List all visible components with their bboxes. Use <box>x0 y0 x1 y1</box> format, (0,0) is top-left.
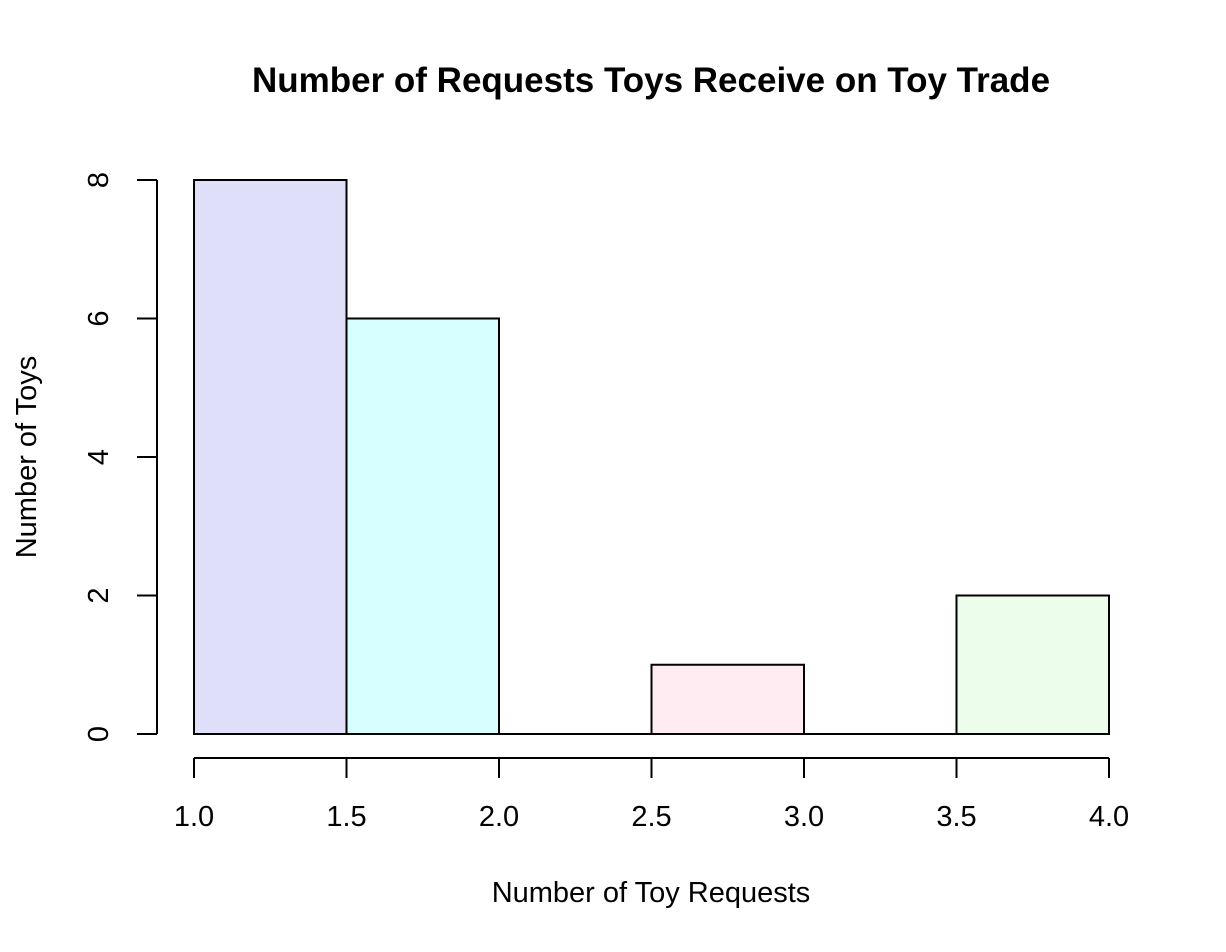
y-axis: 0 2 4 6 8 <box>83 172 158 742</box>
y-tick-label-3: 6 <box>83 310 115 326</box>
x-tick-label-4: 3.0 <box>784 801 824 833</box>
y-tick-label-1: 2 <box>83 587 115 603</box>
y-axis-label: Number of Toys <box>11 356 43 559</box>
chart-title: Number of Requests Toys Receive on Toy T… <box>252 61 1050 100</box>
x-tick-label-5: 3.5 <box>936 801 976 833</box>
x-tick-label-1: 1.5 <box>326 801 366 833</box>
y-tick-label-0: 0 <box>83 726 115 742</box>
x-tick-label-3: 2.5 <box>631 801 671 833</box>
x-axis: 1.0 1.5 2.0 2.5 3.0 3.5 4.0 <box>174 757 1129 833</box>
histogram-bar-0 <box>193 179 348 735</box>
histogram-bar-3 <box>650 663 805 735</box>
x-tick-label-6: 4.0 <box>1089 801 1129 833</box>
histogram-bar-1 <box>345 317 500 735</box>
x-axis-label: Number of Toy Requests <box>492 877 811 909</box>
y-tick-label-2: 4 <box>83 449 115 465</box>
histogram-bar-5 <box>955 594 1110 735</box>
x-tick-label-0: 1.0 <box>174 801 214 833</box>
x-tick-label-2: 2.0 <box>479 801 519 833</box>
bars-group <box>193 179 1110 735</box>
y-tick-label-4: 8 <box>83 172 115 188</box>
